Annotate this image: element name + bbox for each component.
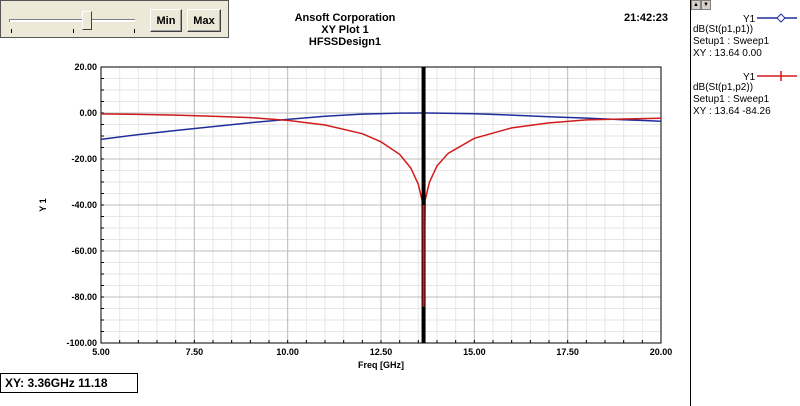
zoom-slider-track[interactable]: [9, 19, 135, 22]
cursor-readout: XY: 3.36GHz 11.18: [0, 373, 138, 393]
slider-tick: [134, 29, 135, 33]
series-layer: [100, 67, 662, 343]
xy-plot-chart[interactable]: 5.00 7.50 10.00 12.50 15.00 17.50 20.00 20.00 0.…: [0, 0, 690, 372]
clock-time: 21:42:23: [624, 12, 669, 24]
legend-entry-s11[interactable]: Y1 dB(St(p1,p1)) Setup1 : Sweep1 XY : 13…: [693, 12, 799, 72]
y-tick-label: -80.00: [71, 292, 97, 302]
y-tick-label: -40.00: [71, 200, 97, 210]
legend-name-text: Y1: [743, 72, 756, 82]
min-button[interactable]: Min: [150, 9, 182, 32]
plot-title: XY Plot 1: [321, 24, 369, 36]
zoom-control-panel: Min Max: [0, 0, 229, 38]
legend-line-s11: Y1: [743, 13, 797, 24]
scroll-down-icon[interactable]: ▼: [701, 0, 711, 10]
legend-setup: Setup1 : Sweep1: [693, 36, 770, 47]
y-tick-label: -60.00: [71, 246, 97, 256]
company-title: Ansoft Corporation: [294, 12, 396, 24]
x-axis-label: Freq [GHz]: [358, 360, 404, 370]
legend-panel: ▲ ▼ Y1 dB(St(p1,p1)) Setup1 : Sweep1 XY …: [690, 0, 800, 406]
x-tick-label: 7.50: [186, 347, 204, 357]
x-tick-label: 10.00: [276, 347, 299, 357]
x-tick-label: 15.00: [463, 347, 486, 357]
legend-scroll-arrows[interactable]: ▲ ▼: [691, 0, 711, 10]
slider-tick: [73, 29, 74, 33]
x-tick-label: 12.50: [370, 347, 393, 357]
label-layer: 5.00 7.50 10.00 12.50 15.00 17.50 20.00 20.00 0.…: [38, 62, 672, 370]
x-tick-label: 20.00: [650, 347, 673, 357]
y-tick-label: -20.00: [71, 154, 97, 164]
legend-xy: XY : 13.64 0.00: [693, 48, 762, 59]
axis-layer: [100, 66, 662, 344]
y-tick-label: 20.00: [74, 62, 97, 72]
x-tick-label: 17.50: [556, 347, 579, 357]
y-tick-label: -100.00: [66, 338, 97, 348]
legend-expr: dB(St(p1,p1)): [693, 24, 754, 35]
legend-setup: Setup1 : Sweep1: [693, 94, 770, 105]
legend-expr: dB(St(p1,p2)): [693, 82, 754, 93]
series-line-2: [100, 113, 662, 307]
legend-xy: XY : 13.64 -84.26: [693, 106, 771, 117]
design-title: HFSSDesign1: [308, 36, 382, 48]
slider-tick: [11, 29, 12, 33]
legend-line-s12: Y1: [743, 71, 797, 82]
x-tick-label: 5.00: [92, 347, 110, 357]
zoom-slider-thumb[interactable]: [82, 11, 92, 30]
max-button[interactable]: Max: [187, 9, 221, 32]
legend-entry-s12[interactable]: Y1 dB(St(p1,p2)) Setup1 : Sweep1 XY : 13…: [693, 70, 799, 130]
series-line-1: [100, 112, 662, 141]
legend-name-text: Y1: [743, 14, 756, 24]
y-tick-label: 0.00: [79, 108, 97, 118]
grid-layer: [100, 66, 662, 344]
y-axis-label: Y 1: [38, 198, 48, 211]
scroll-up-icon[interactable]: ▲: [691, 0, 701, 10]
diamond-marker-icon: [776, 13, 786, 23]
